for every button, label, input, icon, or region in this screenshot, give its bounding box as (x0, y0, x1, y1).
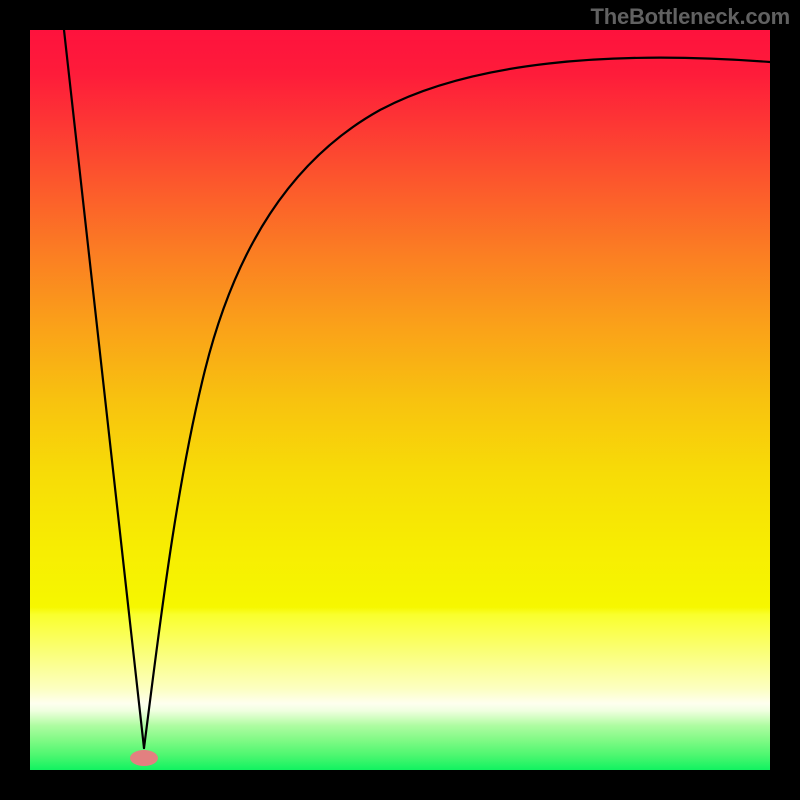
watermark-text: TheBottleneck.com (590, 4, 790, 30)
chart-container: TheBottleneck.com (0, 0, 800, 800)
plot-area (30, 30, 770, 770)
optimum-marker (130, 750, 158, 766)
bottleneck-curve-chart (0, 0, 800, 800)
